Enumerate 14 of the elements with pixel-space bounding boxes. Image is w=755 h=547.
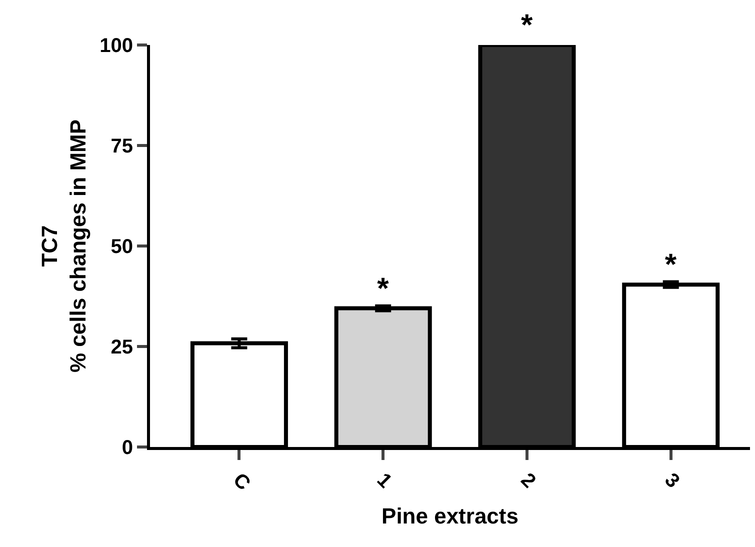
y-tick-label: 75 — [110, 136, 133, 158]
data-label: * — [377, 272, 390, 306]
x-tick-label: 1 — [372, 469, 396, 492]
x-axis-title: Pine extracts — [382, 504, 518, 529]
y-tick-label: 50 — [110, 236, 133, 258]
y-tick-label: 100 — [100, 35, 133, 57]
x-tick-label: C — [228, 469, 254, 495]
data-label: * — [664, 248, 677, 282]
y-tick-label: 0 — [122, 437, 133, 459]
x-tick-label: 2 — [516, 469, 540, 492]
data-label: * — [520, 9, 533, 42]
y-axis-title: TC7 % cells changes in MMP — [36, 119, 90, 373]
y-tick-label: 25 — [110, 336, 133, 358]
x-tick-label: 3 — [660, 469, 684, 492]
